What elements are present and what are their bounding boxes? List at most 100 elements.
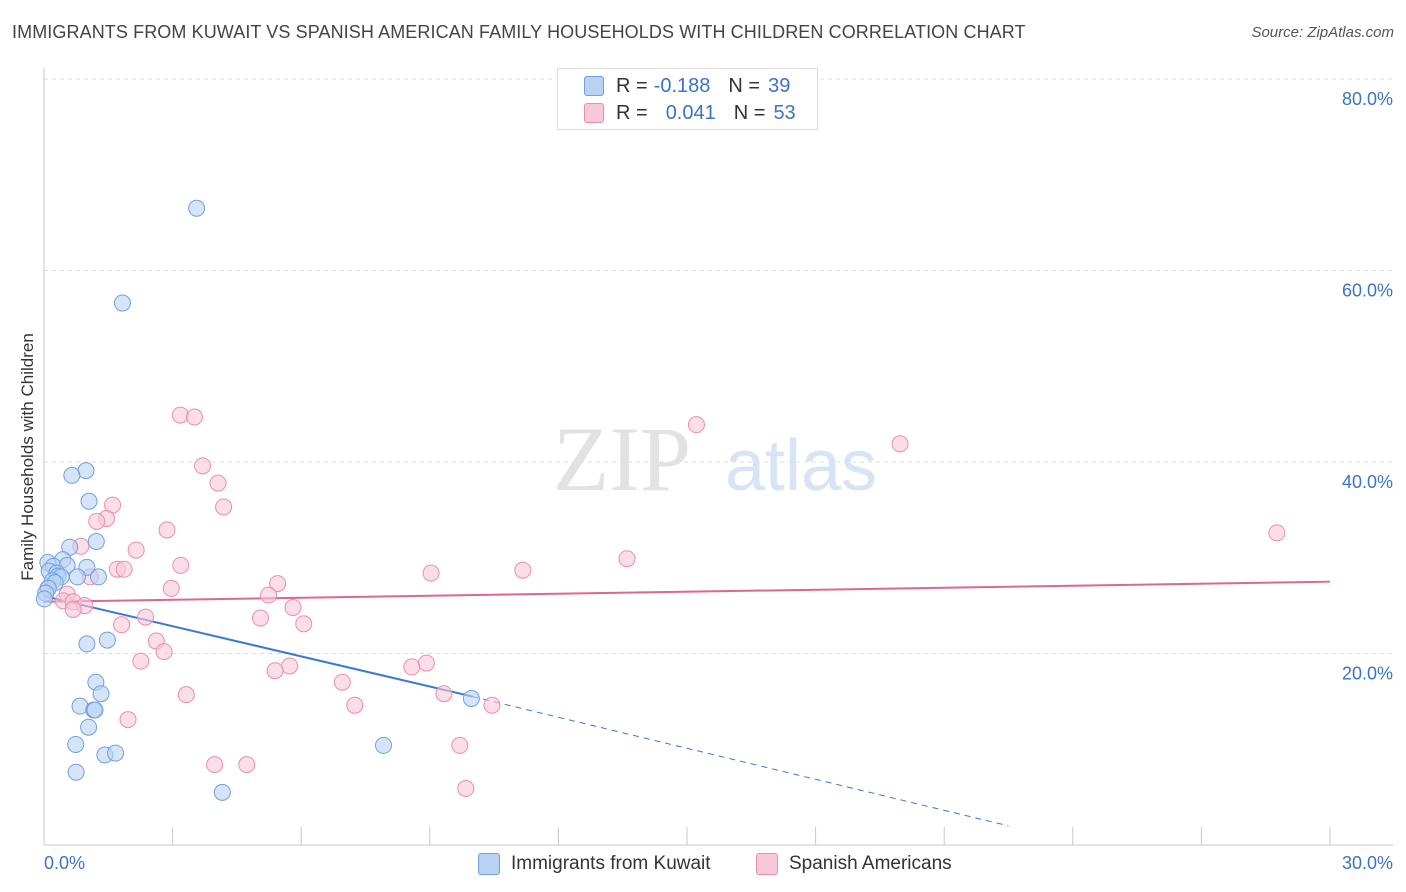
point-kuwait — [213, 783, 231, 801]
point-spanish — [618, 550, 636, 568]
point-kuwait — [375, 736, 393, 754]
correlation-legend: R = -0.188 N = 39 R = 0.041 N = 53 — [557, 68, 818, 130]
legend-r-value-kuwait: -0.188 — [653, 74, 711, 97]
point-spanish — [115, 560, 133, 578]
chart-title: IMMIGRANTS FROM KUWAIT VS SPANISH AMERIC… — [12, 22, 1026, 42]
point-spanish — [171, 406, 189, 424]
point-spanish — [88, 512, 106, 530]
watermark-zip: ZIP — [553, 408, 691, 510]
y-tick-label: 60.0% — [1342, 281, 1393, 301]
point-spanish — [281, 657, 299, 675]
legend-r-label: R = — [616, 101, 648, 124]
point-spanish — [64, 600, 82, 618]
point-spanish — [194, 457, 212, 475]
watermark: ZIP atlas — [553, 408, 877, 510]
bottom-legend-kuwait[interactable]: Immigrants from Kuwait — [478, 851, 711, 877]
point-spanish — [238, 756, 256, 774]
point-kuwait — [113, 294, 131, 312]
point-kuwait — [80, 718, 98, 736]
point-kuwait — [67, 735, 85, 753]
point-spanish — [346, 696, 364, 714]
source-label: Source: ZipAtlas.com — [1251, 24, 1394, 41]
point-kuwait — [68, 568, 86, 586]
x-tick-label: 30.0% — [1342, 853, 1393, 873]
point-spanish — [215, 498, 233, 516]
point-spanish — [137, 608, 155, 626]
bottom-legend-spanish[interactable]: Spanish Americans — [756, 851, 952, 877]
bottom-legend-swatch-spanish — [756, 853, 778, 875]
point-spanish — [417, 654, 435, 672]
point-spanish — [185, 408, 203, 426]
bottom-legend-swatch-kuwait — [478, 853, 500, 875]
point-spanish — [260, 586, 278, 604]
legend-n-label: N = — [733, 101, 766, 124]
trend-line-kuwait — [43, 595, 473, 698]
point-spanish — [113, 616, 131, 634]
legend-swatch-kuwait — [584, 76, 604, 96]
legend-r-label: R = — [616, 74, 648, 97]
trend-lines — [43, 580, 1331, 827]
point-kuwait — [78, 635, 96, 653]
trend-line-spanish — [43, 580, 1331, 603]
point-spanish — [266, 662, 284, 680]
point-kuwait — [89, 568, 107, 586]
watermark-atlas: atlas — [725, 426, 877, 506]
point-kuwait — [462, 690, 480, 708]
point-spanish — [403, 658, 421, 676]
point-kuwait — [80, 492, 98, 510]
point-spanish — [177, 686, 195, 704]
point-spanish — [1268, 524, 1286, 542]
point-kuwait — [77, 462, 95, 480]
point-kuwait — [107, 744, 125, 762]
y-tick-label: 80.0% — [1342, 89, 1393, 109]
point-spanish — [251, 609, 269, 627]
point-spanish — [158, 521, 176, 539]
y-tick-label: 40.0% — [1342, 472, 1393, 492]
point-spanish — [206, 756, 224, 774]
y-tick-label: 20.0% — [1342, 664, 1393, 684]
point-spanish — [422, 564, 440, 582]
data-points — [35, 199, 1286, 801]
axes — [43, 68, 1393, 846]
point-kuwait — [67, 763, 85, 781]
point-spanish — [155, 643, 173, 661]
point-spanish — [435, 685, 453, 703]
point-spanish — [172, 556, 190, 574]
bottom-legend-label-kuwait: Immigrants from Kuwait — [511, 853, 711, 874]
point-kuwait — [35, 590, 53, 608]
legend-swatch-spanish — [584, 103, 604, 123]
point-spanish — [284, 599, 302, 617]
legend-r-value-spanish: 0.041 — [665, 101, 716, 124]
x-tick-label: 0.0% — [44, 853, 85, 873]
legend-n-value-spanish: 53 — [773, 101, 796, 124]
point-kuwait — [86, 701, 104, 719]
point-spanish — [209, 474, 227, 492]
trend-line-kuwait-extrapolated — [472, 696, 1009, 827]
point-spanish — [451, 736, 469, 754]
point-spanish — [514, 561, 532, 579]
legend-row-spanish: R = 0.041 N = 53 — [584, 100, 796, 126]
point-spanish — [333, 673, 351, 691]
point-spanish — [295, 615, 313, 633]
point-spanish — [127, 541, 145, 559]
point-spanish — [132, 652, 150, 670]
point-spanish — [687, 416, 705, 434]
bottom-legend-label-spanish: Spanish Americans — [789, 853, 952, 874]
point-kuwait — [92, 685, 110, 703]
tick-labels: 20.0% 40.0% 60.0% 80.0% 0.0% 30.0% — [44, 89, 1393, 873]
point-spanish — [483, 696, 501, 714]
grid — [44, 78, 1393, 654]
point-spanish — [162, 579, 180, 597]
point-spanish — [119, 711, 137, 729]
legend-row-kuwait: R = -0.188 N = 39 — [584, 73, 790, 99]
legend-n-label: N = — [728, 74, 761, 97]
point-kuwait — [188, 199, 206, 217]
y-axis-label: Family Households with Children — [18, 333, 37, 581]
point-kuwait — [98, 631, 116, 649]
legend-n-value-kuwait: 39 — [768, 74, 791, 97]
point-spanish — [457, 780, 475, 798]
point-spanish — [891, 435, 909, 453]
point-spanish — [269, 575, 287, 593]
point-kuwait — [63, 466, 81, 484]
